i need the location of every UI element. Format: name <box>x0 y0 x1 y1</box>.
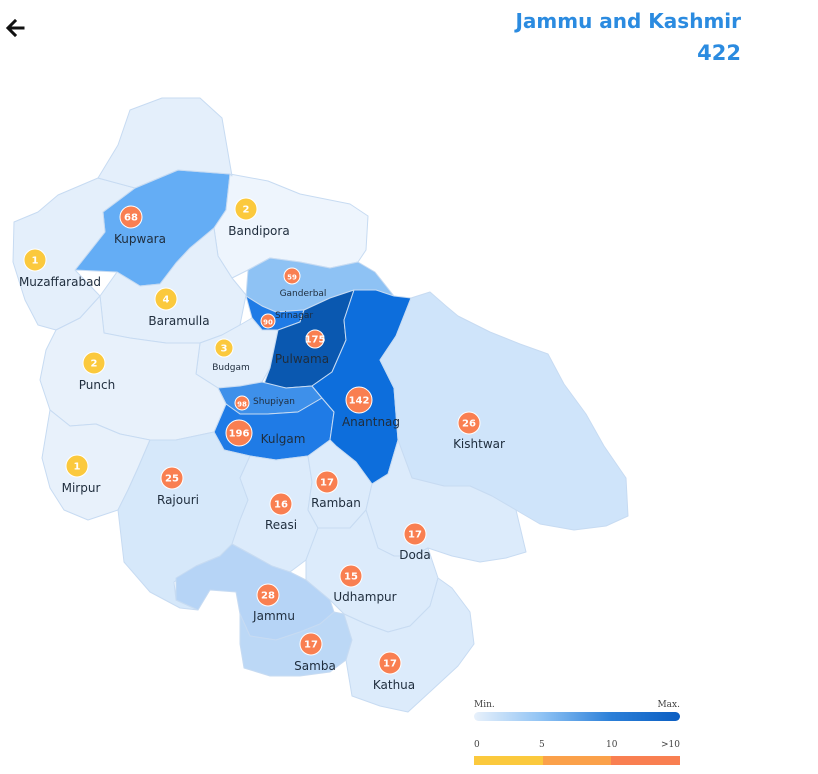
district-bubble-samba[interactable] <box>299 632 323 656</box>
district-bubble-doda[interactable] <box>403 522 427 546</box>
district-label-baramulla: Baramulla <box>148 314 209 328</box>
district-value-kulgam: 196 <box>229 429 250 440</box>
district-bubble-kupwara[interactable] <box>119 205 143 229</box>
district-bubble-baramulla[interactable] <box>154 287 178 311</box>
district-label-reasi: Reasi <box>265 518 297 532</box>
legend-bin-low <box>474 756 543 765</box>
district-label-kupwara: Kupwara <box>114 232 166 246</box>
district-label-anantnag: Anantnag <box>342 415 400 429</box>
district-bubble-srinagar[interactable] <box>260 313 276 329</box>
district-value-shupiyan: 98 <box>237 401 247 409</box>
district-value-rajouri: 25 <box>165 474 179 485</box>
legend-bin-mid <box>542 756 612 765</box>
district-label-punch: Punch <box>79 378 115 392</box>
district-bubble-kishtwar[interactable] <box>457 411 481 435</box>
district-bubble-ganderbal[interactable] <box>283 267 301 285</box>
district-value-samba: 17 <box>304 640 318 651</box>
legend-max-label: Max. <box>657 700 680 710</box>
region-total: 422 <box>697 41 741 65</box>
district-value-muzaffarabad: 1 <box>32 256 39 267</box>
district-bubble-mirpur[interactable] <box>65 454 89 478</box>
district-label-budgam: Budgam <box>212 363 250 373</box>
district-value-ganderbal: 59 <box>287 274 297 282</box>
district-bubble-udhampur[interactable] <box>339 564 363 588</box>
district-label-pulwama: Pulwama <box>275 352 329 366</box>
district-bubble-kulgam[interactable] <box>225 419 253 447</box>
district-kathua[interactable] <box>343 577 475 713</box>
district-label-jammu: Jammu <box>252 609 295 623</box>
district-value-bandipora: 2 <box>243 205 250 216</box>
district-value-udhampur: 15 <box>344 572 358 583</box>
district-bubble-pulwama[interactable] <box>305 329 325 349</box>
district-value-pulwama: 175 <box>305 335 326 346</box>
district-label-kishtwar: Kishtwar <box>453 437 505 451</box>
district-label-mirpur: Mirpur <box>62 481 101 495</box>
district-label-srinagar: Srinagar <box>275 311 313 321</box>
district-label-shupiyan: Shupiyan <box>253 397 295 407</box>
district-bubble-ramban[interactable] <box>315 470 339 494</box>
legend-gradient-bar <box>474 712 680 721</box>
district-label-ramban: Ramban <box>311 496 361 510</box>
district-value-baramulla: 4 <box>163 295 170 306</box>
district-value-kishtwar: 26 <box>462 419 476 430</box>
legend-tick-3: >10 <box>661 740 680 750</box>
arrow-left-icon[interactable] <box>4 16 26 40</box>
district-value-srinagar: 90 <box>263 319 273 327</box>
legend-tick-2: 10 <box>606 740 618 750</box>
region-title: Jammu and Kashmir <box>515 9 741 33</box>
district-bubble-shupiyan[interactable] <box>234 395 250 411</box>
district-value-mirpur: 1 <box>74 462 81 473</box>
district-bubble-anantnag[interactable] <box>345 386 373 414</box>
legend-min-label: Min. <box>474 700 495 710</box>
district-value-jammu: 28 <box>261 591 275 602</box>
district-bubble-budgam[interactable] <box>214 338 234 358</box>
district-value-punch: 2 <box>91 359 98 370</box>
district-label-kulgam: Kulgam <box>261 432 306 446</box>
legend-bin-high <box>611 756 681 765</box>
district-value-kathua: 17 <box>383 659 397 670</box>
legend-tick-1: 5 <box>539 740 545 750</box>
district-label-rajouri: Rajouri <box>157 493 199 507</box>
district-bubble-reasi[interactable] <box>269 492 293 516</box>
legend-ticks: 0 5 10 >10 <box>474 740 680 752</box>
district-value-kupwara: 68 <box>124 213 138 224</box>
district-value-anantnag: 142 <box>349 396 370 407</box>
district-label-doda: Doda <box>399 548 431 562</box>
legend-tick-0: 0 <box>474 740 480 750</box>
region-header: Jammu and Kashmir 422 <box>515 8 741 67</box>
district-label-samba: Samba <box>294 659 336 673</box>
district-value-budgam: 3 <box>221 344 228 355</box>
district-label-bandipora: Bandipora <box>228 224 289 238</box>
district-label-muzaffarabad: Muzaffarabad <box>19 275 101 289</box>
district-bubble-kathua[interactable] <box>378 651 402 675</box>
district-label-udhampur: Udhampur <box>333 590 396 604</box>
district-bubble-punch[interactable] <box>82 351 106 375</box>
district-label-kathua: Kathua <box>373 678 415 692</box>
district-bubble-muzaffarabad[interactable] <box>23 248 47 272</box>
legend-bins <box>474 756 681 765</box>
district-value-ramban: 17 <box>320 478 334 489</box>
district-value-reasi: 16 <box>274 500 288 511</box>
district-bubble-rajouri[interactable] <box>160 466 184 490</box>
district-bubble-bandipora[interactable] <box>234 197 258 221</box>
district-label-ganderbal: Ganderbal <box>280 289 327 299</box>
map-legend: Min. Max. 0 5 10 >10 <box>474 700 681 765</box>
district-value-doda: 17 <box>408 530 422 541</box>
district-bubble-jammu[interactable] <box>256 583 280 607</box>
